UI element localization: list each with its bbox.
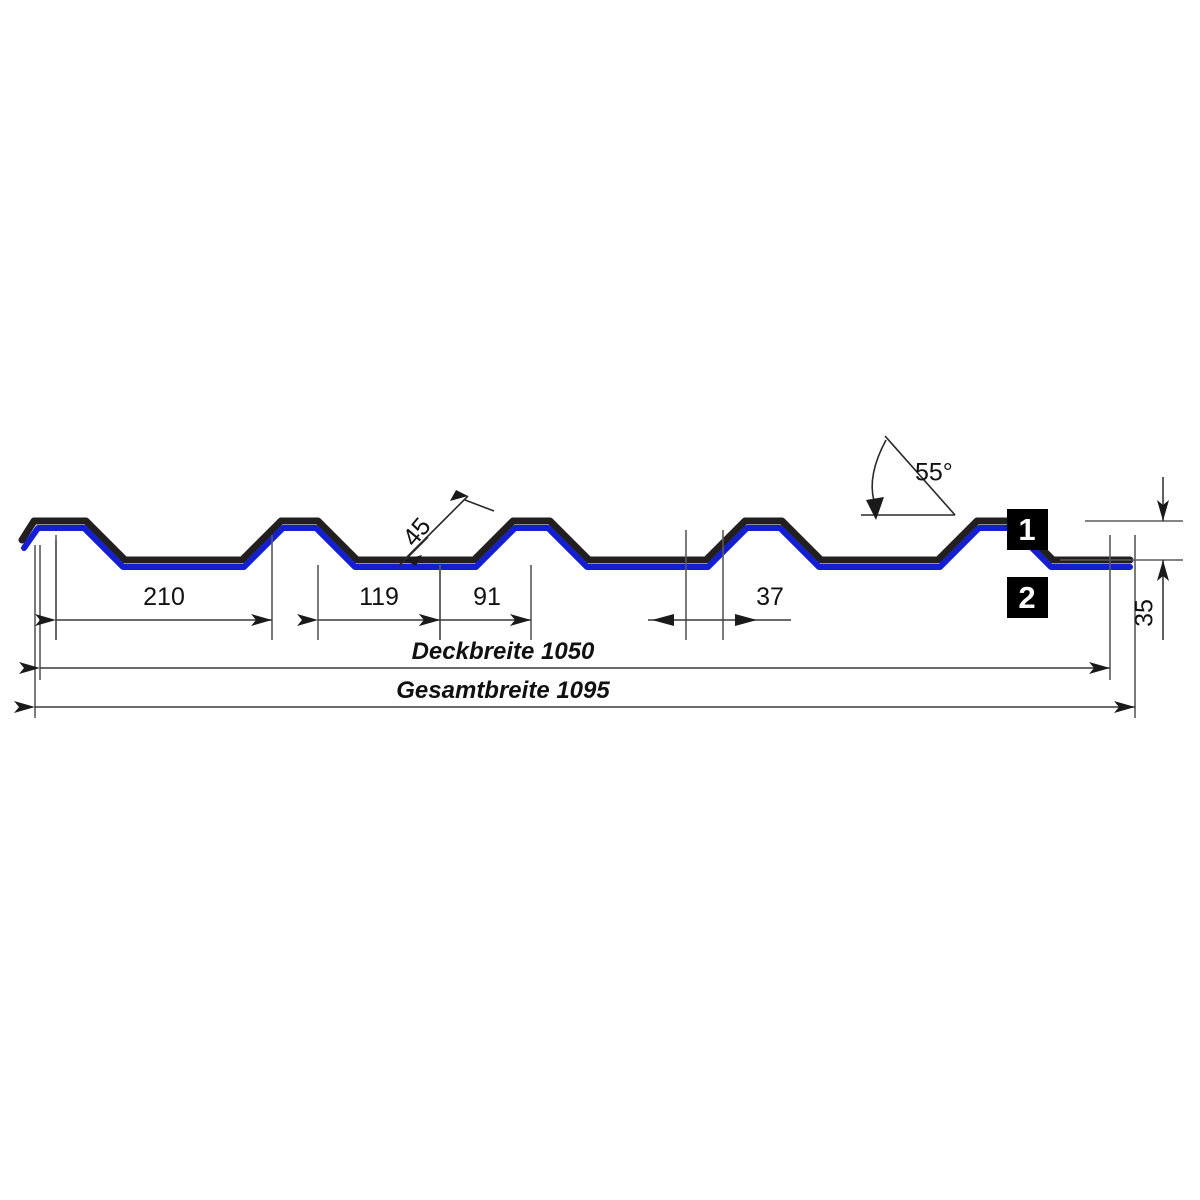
pitch-dimension: 210 xyxy=(35,583,272,626)
sheet-inner-line xyxy=(21,525,1133,570)
web-span-dimension: 91 xyxy=(419,583,531,626)
crest-top-dimension: 37 xyxy=(648,583,791,626)
extension-lines xyxy=(34,520,1183,718)
sheet-outer-line xyxy=(18,517,1134,564)
badge-top-box xyxy=(1007,509,1048,550)
total-width-label: Gesamtbreite 1095 xyxy=(396,677,610,704)
height-label: 35 xyxy=(1131,599,1159,627)
total-width-dimension: Gesamtbreite 1095 xyxy=(14,677,1135,713)
height-dimension: 35 xyxy=(1131,477,1169,640)
badge-bottom-label: 2 xyxy=(1018,580,1035,615)
cover-width-label: Deckbreite 1050 xyxy=(412,638,595,665)
angle-label: 55° xyxy=(915,459,953,487)
side-badge-top: 1 xyxy=(1007,509,1048,550)
side-badge-bottom: 2 xyxy=(1007,577,1048,618)
valley-dimension: 119 xyxy=(297,583,440,626)
web-length-label: 45 xyxy=(397,512,436,551)
cover-width-dimension: Deckbreite 1050 xyxy=(19,638,1110,674)
valley-label: 119 xyxy=(359,583,399,611)
web-span-label: 91 xyxy=(473,583,501,611)
angle-dimension: 55° xyxy=(861,435,956,520)
pitch-label: 210 xyxy=(143,583,185,611)
crest-top-label: 37 xyxy=(756,583,784,611)
badge-bottom-box xyxy=(1007,577,1048,618)
profile-cross-section xyxy=(18,517,1134,570)
badge-top-label: 1 xyxy=(1018,512,1035,547)
